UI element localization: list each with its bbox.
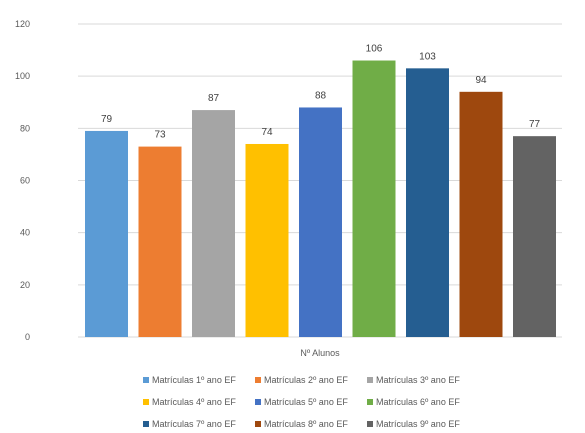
bar-8	[459, 91, 503, 337]
bar-5	[299, 107, 342, 337]
y-tick-label: 100	[15, 71, 30, 81]
legend-swatch-7	[143, 421, 149, 427]
data-label-7: 103	[419, 51, 436, 62]
legend-label-2: Matrículas 2º ano EF	[264, 375, 348, 385]
bar-6	[352, 60, 396, 338]
data-label-2: 73	[154, 130, 166, 141]
bar-9	[513, 136, 556, 337]
bars	[85, 60, 556, 338]
legend-swatch-8	[255, 421, 261, 427]
legend-label-1: Matrículas 1º ano EF	[152, 375, 236, 385]
y-tick-label: 80	[20, 123, 30, 133]
legend-swatch-4	[143, 399, 149, 405]
bar-4	[245, 143, 289, 337]
bar-3	[192, 110, 235, 337]
legend-label-7: Matrículas 7º ano EF	[152, 419, 236, 429]
legend-label-4: Matrículas 4º ano EF	[152, 397, 236, 407]
legend: Matrículas 1º ano EF Matrículas 2º ano EF…	[143, 375, 460, 429]
x-axis-title: Nº Alunos	[300, 348, 340, 358]
y-axis-tick-labels: 0 20 40 60 80 100 120	[15, 19, 30, 342]
y-tick-label: 0	[25, 332, 30, 342]
data-label-1: 79	[101, 114, 113, 125]
y-tick-label: 120	[15, 19, 30, 29]
data-label-5: 88	[315, 90, 327, 101]
y-tick-label: 20	[20, 280, 30, 290]
legend-label-3: Matrículas 3º ano EF	[376, 375, 460, 385]
legend-label-6: Matrículas 6º ano EF	[376, 397, 460, 407]
bar-1	[85, 130, 128, 337]
data-label-6: 106	[366, 44, 383, 55]
legend-swatch-9	[367, 421, 373, 427]
legend-swatch-1	[143, 377, 149, 383]
data-label-9: 77	[529, 119, 541, 130]
legend-label-9: Matrículas 9º ano EF	[376, 419, 460, 429]
data-label-3: 87	[208, 93, 220, 104]
data-labels: 79 73 87 74 88 106 103 94 77	[101, 44, 541, 141]
y-tick-label: 40	[20, 228, 30, 238]
legend-swatch-5	[255, 399, 261, 405]
data-label-8: 94	[475, 75, 487, 86]
y-tick-label: 60	[20, 176, 30, 186]
legend-swatch-3	[367, 377, 373, 383]
bar-7	[406, 68, 449, 337]
bar-2	[138, 146, 182, 337]
legend-label-5: Matrículas 5º ano EF	[264, 397, 348, 407]
data-label-4: 74	[261, 127, 273, 138]
legend-swatch-6	[367, 399, 373, 405]
legend-label-8: Matrículas 8º ano EF	[264, 419, 348, 429]
legend-swatch-2	[255, 377, 261, 383]
